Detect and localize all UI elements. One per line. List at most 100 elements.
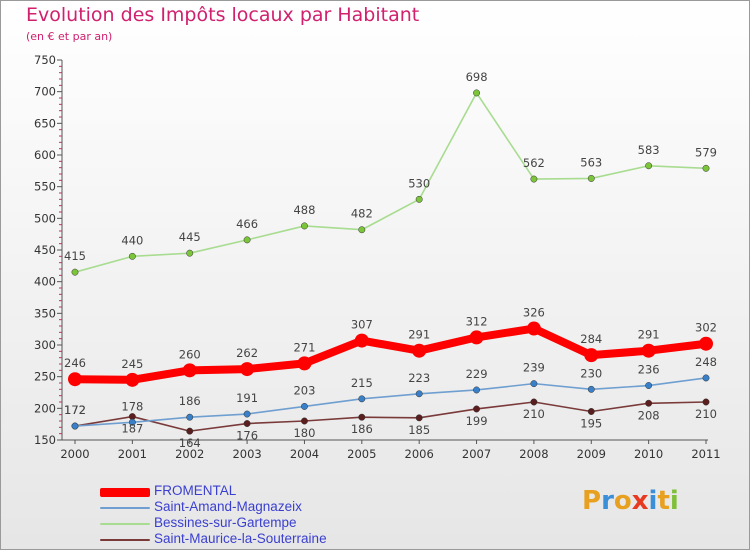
data-label: 239 [523,361,545,375]
data-point [473,386,480,394]
data-label: 488 [293,203,315,217]
data-label: 245 [121,357,143,371]
y-tick-label: 400 [34,275,56,289]
x-tick-label: 2009 [577,447,606,461]
logo-letter: t [657,486,670,516]
data-point [702,398,710,406]
x-tick-label: 2000 [60,447,89,461]
data-point [243,236,251,244]
data-point [641,343,656,358]
data-label: 562 [523,156,545,170]
data-label: 215 [351,376,373,390]
logo-letter: i [648,486,658,516]
x-tick-label: 2008 [519,447,548,461]
legend-label: Saint-Maurice-la-Souterraine [154,531,327,546]
data-point [702,164,710,172]
data-point [530,175,538,183]
data-point [301,402,308,410]
data-point [301,417,308,425]
legend-item: Saint-Maurice-la-Souterraine [100,531,400,548]
legend-swatch [100,523,150,525]
data-label: 445 [179,230,201,244]
data-point [128,252,136,260]
data-label: 563 [580,155,602,169]
y-tick-label: 150 [34,433,56,447]
proxiti-logo: Proxiti [582,486,679,516]
data-label: 248 [695,355,717,369]
chart-axes: 150 200 250 300 350 400 450 500 550 600 650 700 750 2… [34,53,721,461]
data-label: 229 [466,367,488,381]
data-label: 195 [580,417,602,431]
data-point [645,382,653,389]
data-label: 236 [638,363,660,377]
data-point [354,333,369,348]
data-point [587,408,595,415]
data-point [243,410,251,418]
data-label: 210 [695,407,717,421]
x-tick-label: 2010 [634,447,663,461]
data-point [128,413,136,421]
data-label: 698 [466,70,488,84]
y-tick-label: 300 [34,338,56,352]
logo-letter: o [613,486,632,516]
data-label: 178 [121,399,143,413]
data-point [297,356,312,371]
data-label: 579 [695,145,717,159]
data-point [473,89,480,97]
y-tick-label: 550 [34,180,56,194]
data-label: 415 [64,249,86,263]
y-tick-label: 350 [34,306,56,320]
data-point [587,174,595,182]
data-label: 530 [408,176,430,190]
logo-letter: P [582,486,602,516]
chart-title: Evolution des Impôts locaux par Habitant [26,4,420,26]
data-label: 302 [695,321,717,335]
chart-series [68,89,713,435]
data-label: 203 [293,383,315,397]
legend-item: Bessines-sur-Gartempe [100,515,400,532]
legend-label: FROMENTAL [154,483,237,498]
legend-item: FROMENTAL [100,483,400,500]
data-point [415,390,423,398]
data-label: 312 [466,314,488,328]
data-label: 291 [638,328,660,342]
data-label: 326 [523,306,545,320]
legend-item: Saint-Amand-Magnazeix [100,499,400,516]
data-point [530,398,538,406]
data-label: 440 [121,233,143,247]
data-point [587,385,595,393]
y-tick-label: 250 [34,370,56,384]
data-point [358,226,366,234]
legend-label: Saint-Amand-Magnazeix [154,499,302,514]
data-point [243,420,251,427]
data-label: 172 [64,403,86,417]
data-point [128,418,136,426]
data-label: 291 [408,328,430,342]
x-tick-label: 2004 [290,447,319,461]
data-point [584,348,599,363]
data-label: 223 [408,371,430,385]
series-line [74,401,707,432]
series-line [74,377,707,427]
data-point [186,249,194,257]
data-label: 180 [293,426,315,440]
data-point [415,414,423,422]
data-point [358,395,366,403]
x-tick-label: 2007 [462,447,491,461]
data-label: 482 [351,207,373,221]
data-point [182,363,197,378]
logo-letter: x [631,486,649,516]
data-point [186,427,194,435]
series-line [74,92,707,273]
data-point [645,399,653,407]
data-label: 164 [179,436,201,450]
data-point [415,195,423,203]
data-label: 185 [408,423,430,437]
data-label: 186 [179,394,201,408]
data-point [530,380,538,388]
data-label: 262 [236,346,258,360]
chart-legend: FROMENTAL Saint-Amand-Magnazeix Bessines… [100,483,400,548]
data-label: 583 [638,143,660,157]
